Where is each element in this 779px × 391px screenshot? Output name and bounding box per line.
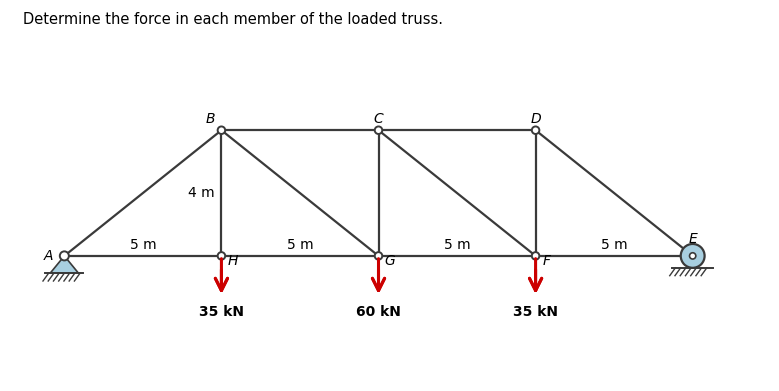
Circle shape: [375, 126, 382, 134]
Text: C: C: [374, 112, 383, 126]
Text: 60 kN: 60 kN: [356, 305, 401, 319]
Circle shape: [217, 126, 225, 134]
Text: D: D: [530, 112, 541, 126]
Text: G: G: [384, 254, 395, 267]
Text: 4 m: 4 m: [188, 186, 214, 200]
Text: E: E: [689, 231, 697, 246]
Text: 5 m: 5 m: [444, 238, 471, 252]
Text: 5 m: 5 m: [129, 238, 157, 252]
Circle shape: [217, 252, 225, 260]
Circle shape: [532, 252, 539, 260]
Circle shape: [689, 253, 696, 259]
Text: F: F: [543, 254, 551, 267]
Circle shape: [681, 244, 705, 268]
Polygon shape: [50, 256, 79, 273]
Text: Determine the force in each member of the loaded truss.: Determine the force in each member of th…: [23, 12, 443, 27]
Text: H: H: [227, 254, 238, 267]
Text: A: A: [44, 249, 54, 263]
Text: 35 kN: 35 kN: [199, 305, 244, 319]
Text: B: B: [206, 112, 215, 126]
Text: 5 m: 5 m: [601, 238, 627, 252]
Text: 35 kN: 35 kN: [513, 305, 558, 319]
Circle shape: [60, 251, 69, 260]
Circle shape: [532, 126, 539, 134]
Circle shape: [375, 252, 382, 260]
Text: 5 m: 5 m: [287, 238, 313, 252]
